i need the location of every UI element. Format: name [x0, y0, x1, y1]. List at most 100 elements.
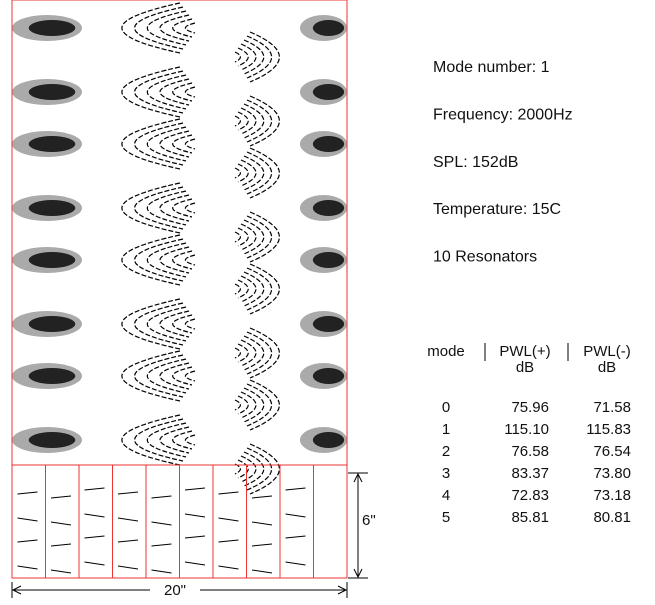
- contour-line: [184, 370, 196, 382]
- contour-line: [50, 543, 72, 547]
- contour-line: [147, 74, 187, 110]
- dark-region: [312, 136, 345, 152]
- table-cell: 75.96: [511, 399, 549, 416]
- contour-line: [243, 271, 265, 307]
- table-cell: 73.80: [593, 465, 631, 482]
- contour-line: [50, 569, 72, 574]
- contour-line: [240, 223, 257, 251]
- contour-line: [285, 487, 306, 491]
- contour-line: [159, 78, 190, 106]
- contour-line: [147, 358, 187, 394]
- contour-line: [285, 535, 306, 539]
- contour-line: [240, 391, 257, 419]
- contour-line: [218, 517, 239, 522]
- info-line: Frequency: 2000Hz: [433, 107, 573, 124]
- table-cell: 2: [442, 443, 450, 460]
- height-label: 6": [362, 512, 376, 529]
- contour-line: [159, 130, 190, 158]
- table-cell: 80.81: [593, 509, 631, 526]
- contour-line: [240, 107, 257, 135]
- contour-line: [246, 267, 273, 311]
- width-dimension: [11, 582, 348, 598]
- contour-line: [218, 539, 239, 543]
- contour-line: [234, 51, 241, 63]
- contour-line: [121, 118, 181, 170]
- contour-line: [218, 565, 239, 570]
- table-cell: 0: [442, 399, 450, 416]
- dark-region: [312, 368, 345, 384]
- contour-line: [240, 43, 257, 71]
- contour-line: [147, 10, 187, 46]
- contour-line: [234, 347, 241, 359]
- contour-line: [84, 561, 105, 566]
- contour-line: [184, 535, 206, 539]
- contour-line: [285, 513, 306, 518]
- contour-line: [84, 535, 105, 539]
- contour-line: [234, 115, 241, 127]
- contour-line: [243, 335, 265, 371]
- contour-line: [147, 242, 187, 278]
- info-line: Temperature: 15C: [433, 201, 561, 218]
- contour-line: [237, 279, 249, 299]
- dark-region: [312, 20, 345, 36]
- table-cell: 76.54: [593, 443, 631, 460]
- contour-line: [243, 451, 265, 487]
- contour-line: [172, 250, 193, 270]
- contour-line: [121, 298, 181, 350]
- contour-line: [237, 343, 249, 363]
- dark-region: [28, 252, 76, 268]
- table-cell: 3: [442, 465, 450, 482]
- contour-line: [151, 495, 172, 499]
- dark-region: [28, 368, 76, 384]
- contour-line: [237, 47, 249, 67]
- contour-line: [147, 422, 187, 458]
- contour-line: [184, 202, 196, 214]
- contour-line: [184, 513, 206, 518]
- contour-line: [17, 491, 38, 495]
- contour-line: [17, 539, 38, 543]
- contour-line: [117, 565, 139, 570]
- dark-region: [312, 200, 345, 216]
- contour-line: [246, 151, 273, 195]
- info-line: Mode number: 1: [433, 59, 550, 76]
- contour-line: [172, 430, 193, 450]
- contour-line: [234, 167, 241, 179]
- column-unit: dB: [516, 359, 534, 376]
- table-cell: 72.83: [511, 487, 549, 504]
- contour-line: [240, 275, 257, 303]
- contour-line: [240, 159, 257, 187]
- contour-line: [243, 103, 265, 139]
- dark-region: [312, 252, 345, 268]
- table-cell: 5: [442, 509, 450, 526]
- dark-region: [312, 84, 345, 100]
- contour-line: [121, 2, 181, 54]
- column-unit: dB: [598, 359, 616, 376]
- column-header: mode: [427, 343, 465, 360]
- contour-line: [184, 487, 206, 491]
- contour-line: [285, 561, 306, 566]
- contour-line: [237, 395, 249, 415]
- dim-arrows: [11, 585, 348, 595]
- contour-line: [151, 521, 172, 526]
- contour-line: [243, 155, 265, 191]
- dark-region: [28, 316, 76, 332]
- table-cell: 4: [442, 487, 450, 504]
- contour-line: [251, 543, 273, 547]
- table-cell: 83.37: [511, 465, 549, 482]
- contour-line: [159, 362, 190, 390]
- contour-line: [251, 521, 273, 526]
- contour-line: [147, 126, 187, 162]
- contour-line: [184, 561, 206, 566]
- contour-line: [172, 18, 193, 38]
- contour-line: [121, 350, 181, 402]
- contour-line: [172, 82, 193, 102]
- table-cell: 115.83: [586, 421, 631, 438]
- table-cell: 1: [442, 421, 450, 438]
- contour-line: [84, 513, 105, 518]
- dark-region: [28, 200, 76, 216]
- contour-plot: [12, 2, 347, 495]
- contour-line: [159, 14, 190, 42]
- contour-line: [50, 521, 72, 526]
- contour-line: [237, 163, 249, 183]
